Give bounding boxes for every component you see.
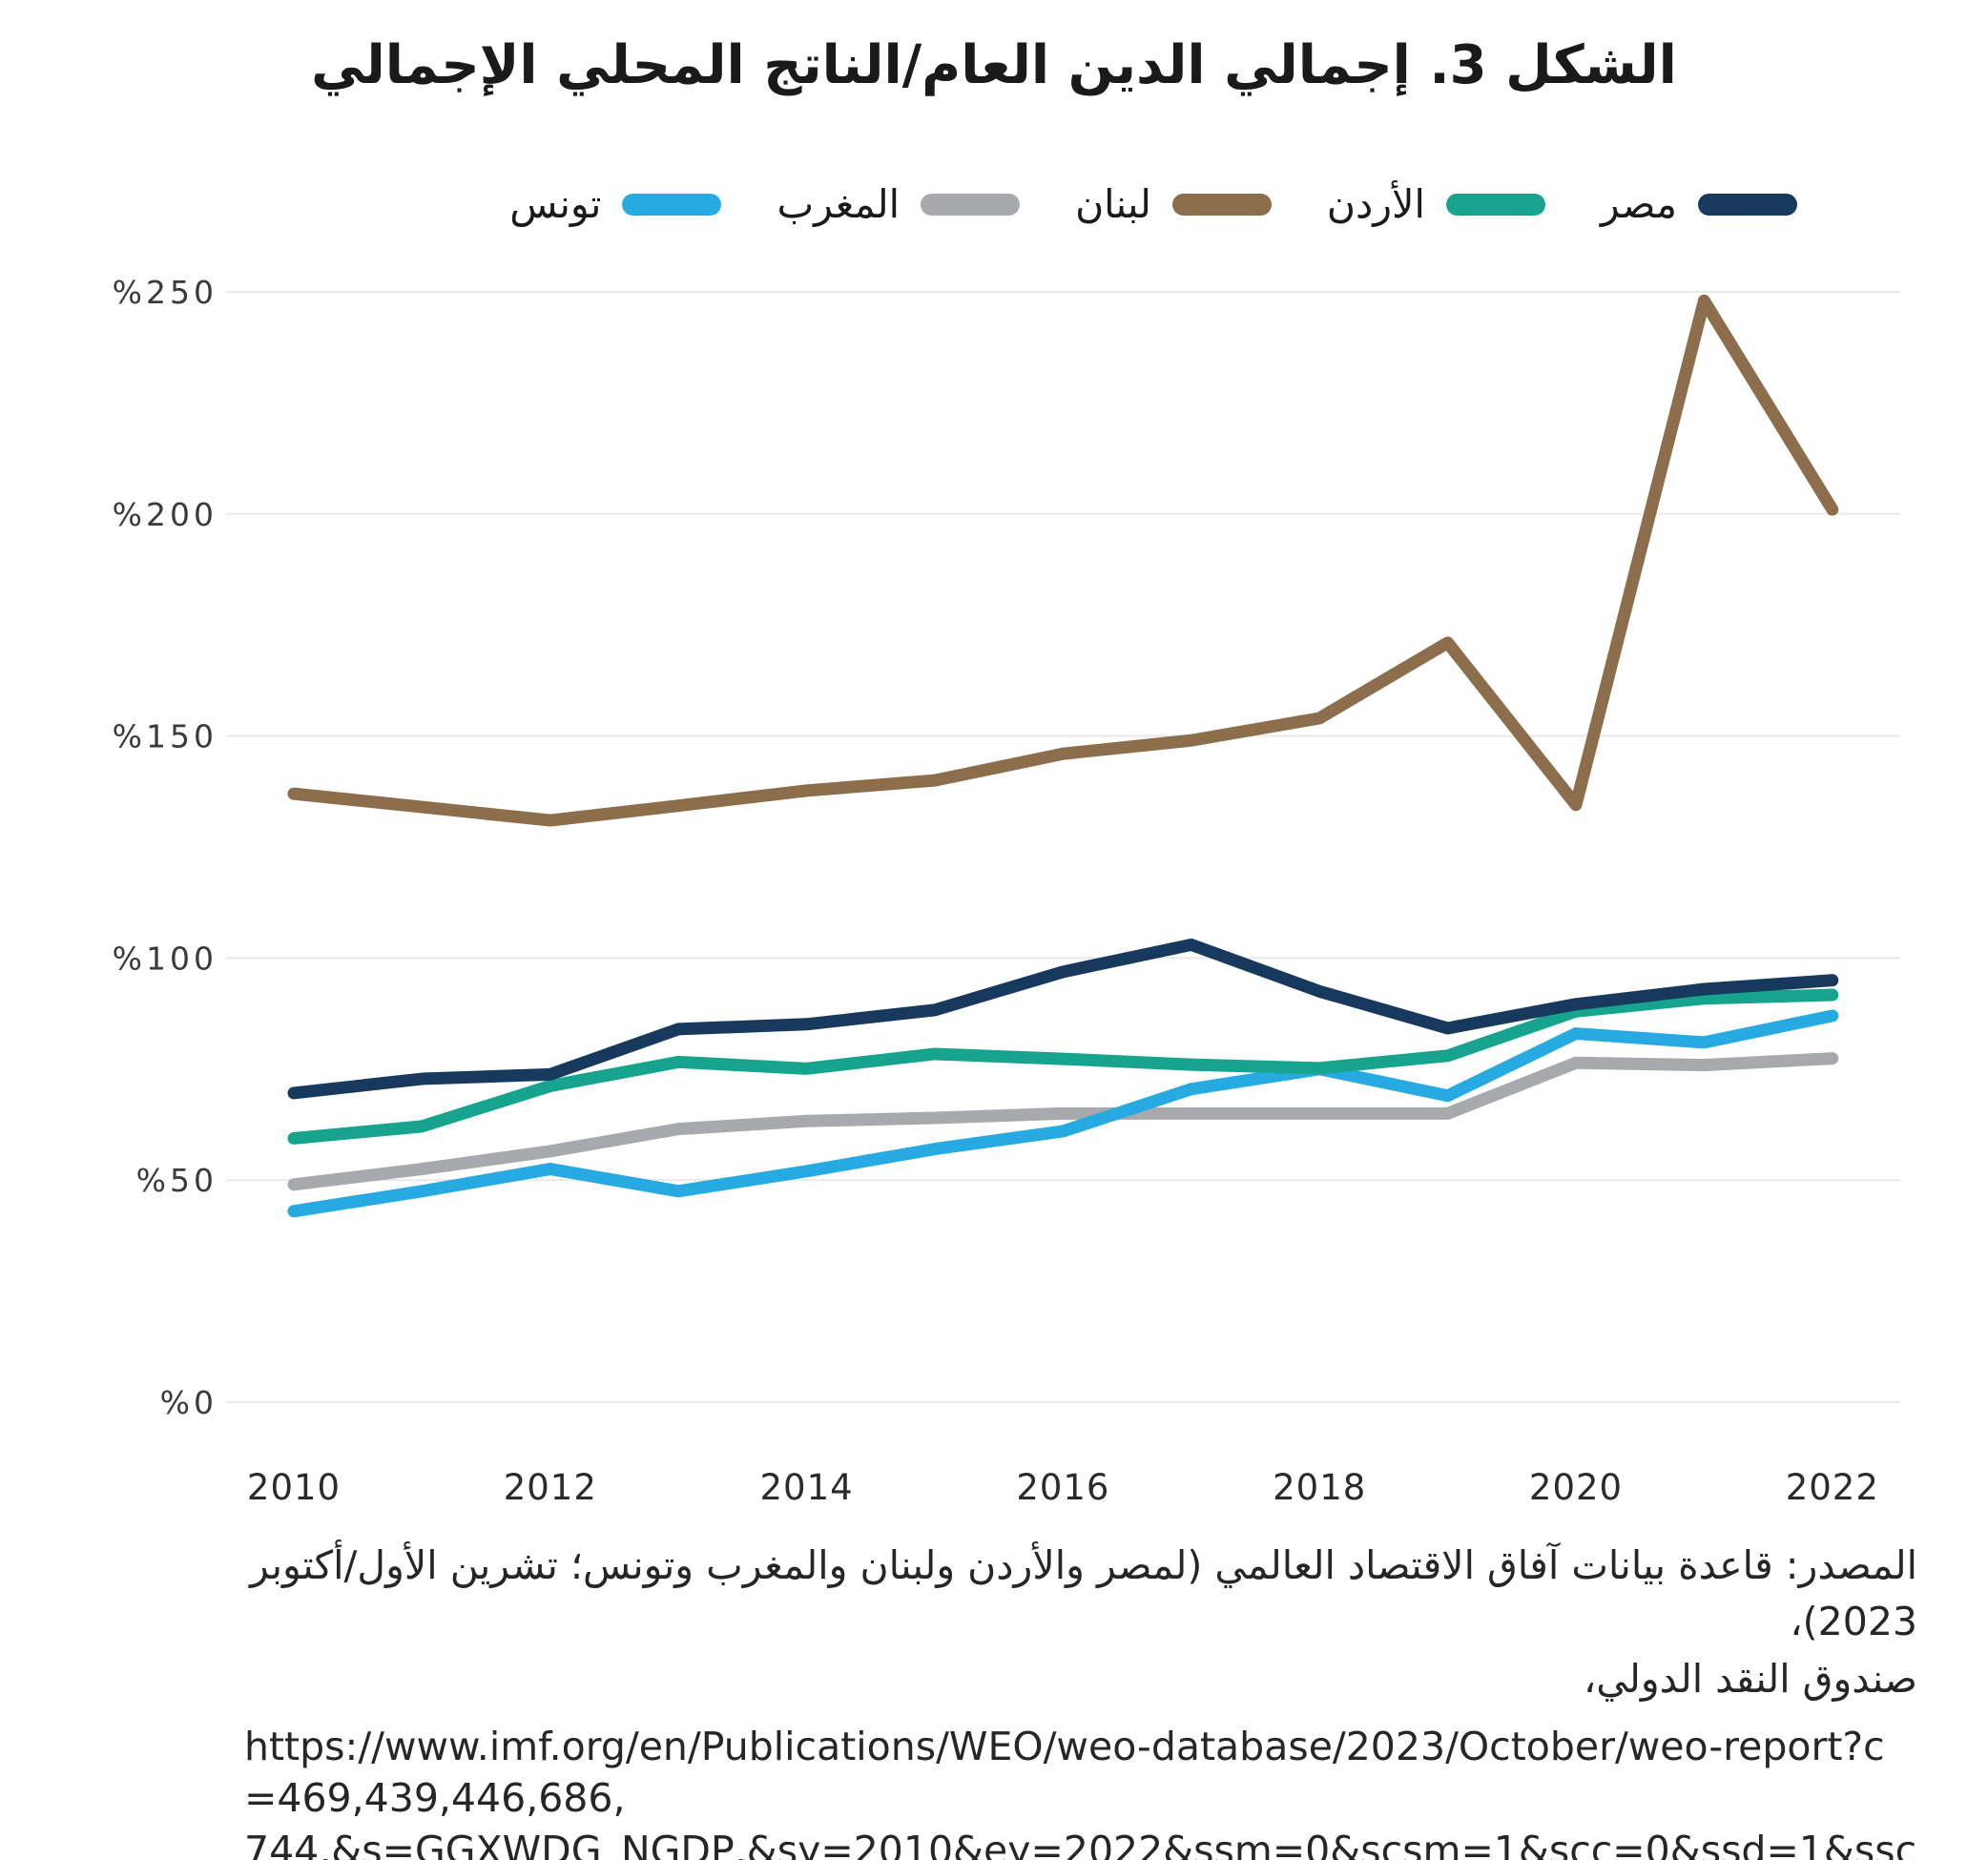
- legend-label: الأردن: [1326, 181, 1425, 227]
- line-chart: %0 %50 %100 %150 %200 %250 2010 2012 2014 2016 201…: [113, 274, 1900, 1508]
- legend-item-4: تونس: [509, 181, 722, 227]
- x-axis-tick-label: 2016: [1016, 1467, 1109, 1508]
- legend-swatch-icon: [1171, 193, 1272, 216]
- series-line-4: [287, 1009, 1839, 1218]
- legend-swatch-icon: [921, 193, 1021, 216]
- x-axis-tick-label: 2012: [504, 1467, 597, 1508]
- y-axis-tick-label: %250: [113, 274, 217, 311]
- legend: مصر الأردن لبنان المغرب تونس: [509, 181, 1797, 227]
- y-axis-tick-label: %0: [160, 1384, 217, 1421]
- x-axis-tick-label: 2020: [1529, 1467, 1623, 1508]
- series-line-3: [287, 1052, 1839, 1191]
- series-line-1: [287, 988, 1839, 1145]
- y-axis-tick-label: %200: [113, 496, 217, 533]
- legend-swatch-icon: [622, 193, 722, 216]
- legend-item-2: لبنان: [1075, 181, 1272, 227]
- url-line: 744,&s=GGXWDG_NGDP,&sy=2010&ey=2022&ssm=…: [244, 1827, 1917, 1860]
- y-axis-tick-label: %150: [113, 718, 217, 755]
- source-line: المصدر: قاعدة بيانات آفاق الاقتصاد العال…: [249, 1542, 1917, 1645]
- x-axis-tick-label: 2014: [760, 1467, 854, 1508]
- figure-footer: المصدر: قاعدة بيانات آفاق الاقتصاد العال…: [229, 1538, 1917, 1860]
- legend-label: المغرب: [777, 181, 901, 227]
- source-url: https://www.imf.org/en/Publications/WEO/…: [244, 1721, 1917, 1860]
- chart-title: الشكل 3. إجمالي الدين العام/الناتج المحل…: [311, 34, 1677, 96]
- legend-item-3: المغرب: [777, 181, 1021, 227]
- series-line-0: [287, 938, 1839, 1100]
- legend-label: تونس: [509, 181, 602, 227]
- x-axis-tick-label: 2010: [247, 1467, 341, 1508]
- y-axis-tick-label: %100: [113, 940, 217, 977]
- source-text: المصدر: قاعدة بيانات آفاق الاقتصاد العال…: [229, 1538, 1917, 1707]
- legend-label: لبنان: [1075, 181, 1151, 227]
- source-line: صندوق النقد الدولي،: [1583, 1655, 1917, 1702]
- legend-swatch-icon: [1445, 193, 1545, 216]
- legend-label: مصر: [1600, 181, 1677, 227]
- y-axis-tick-label: %50: [136, 1162, 217, 1199]
- url-line: https://www.imf.org/en/Publications/WEO/…: [244, 1724, 1885, 1822]
- x-axis-tick-label: 2018: [1273, 1467, 1366, 1508]
- legend-swatch-icon: [1698, 193, 1797, 216]
- series-line-2: [287, 294, 1839, 827]
- legend-item-1: الأردن: [1327, 181, 1545, 227]
- x-axis-tick-label: 2022: [1786, 1467, 1879, 1508]
- legend-item-0: مصر: [1601, 181, 1797, 227]
